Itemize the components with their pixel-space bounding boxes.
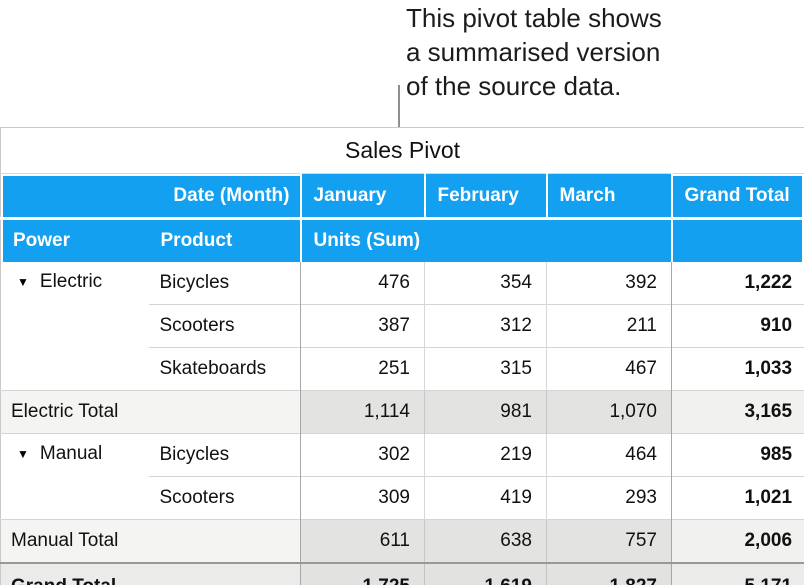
group-label-manual: Manual [39,443,103,464]
callout-annotation: This pivot table shows a summarised vers… [406,1,662,103]
grand-total-cell[interactable]: 1,033 [670,347,804,391]
subtotal-cell[interactable]: 611 [300,519,425,563]
table-row-manual-scooters: Scooters 309 419 293 1,021 [1,476,804,520]
table-row-grand-total: Grand Total 1,725 1,619 1,827 5,171 [0,562,804,585]
header-units-sum[interactable]: Units (Sum) [299,218,672,262]
callout-line-3: of the source data. [406,71,622,101]
header-january[interactable]: January [299,173,425,220]
subtotal-cell[interactable]: 638 [424,519,547,563]
subtotal-cell[interactable]: 1,070 [546,390,672,434]
value-cell[interactable]: 392 [546,262,672,305]
disclosure-triangle-icon[interactable]: ▼ [17,447,29,461]
pivot-table: Sales Pivot Date (Month) January Februar… [0,127,804,585]
value-cell[interactable]: 302 [300,433,425,477]
grand-total-value[interactable]: 1,725 [300,562,425,585]
value-cell[interactable]: 251 [300,347,425,391]
grand-total-row-label[interactable]: Grand Total [0,562,301,585]
value-cell[interactable]: 293 [546,476,672,520]
header-row-months: Date (Month) January February March Gran… [0,173,804,220]
grand-total-value[interactable]: 1,827 [546,562,672,585]
grand-total-cell[interactable]: 1,021 [670,476,804,520]
value-cell[interactable]: 467 [546,347,672,391]
product-cell[interactable]: Bicycles [148,262,301,305]
header-grand-total[interactable]: Grand Total [670,173,804,220]
value-cell[interactable]: 312 [424,304,547,348]
header-product[interactable]: Product [148,218,301,262]
subtotal-cell[interactable]: 981 [424,390,547,434]
value-cell[interactable]: 309 [300,476,425,520]
subtotal-cell[interactable]: 757 [546,519,672,563]
disclosure-triangle-icon[interactable]: ▼ [17,275,29,289]
value-cell[interactable]: 464 [546,433,672,477]
subtotal-label[interactable]: Electric Total [0,390,301,434]
header-march[interactable]: March [545,173,672,220]
product-cell[interactable]: Bicycles [148,433,301,477]
subtotal-grand-cell[interactable]: 2,006 [670,519,804,563]
grand-total-cell[interactable]: 1,222 [670,262,804,305]
value-cell[interactable]: 211 [546,304,672,348]
header-row-fields: Power Product Units (Sum) [0,218,804,262]
callout-connector-line [398,85,400,128]
table-row-electric-total: Electric Total 1,114 981 1,070 3,165 [0,390,804,434]
group-cell-manual[interactable]: ▼ Manual [0,433,149,520]
grand-total-cell[interactable]: 910 [670,304,804,348]
table-row-manual-bicycles: ▼ Manual Bicycles 302 219 464 985 [0,433,804,520]
table-row-electric-scooters: Scooters 387 312 211 910 [1,304,804,348]
header-date-month[interactable]: Date (Month) [0,173,301,220]
value-cell[interactable]: 476 [300,262,425,305]
value-cell[interactable]: 315 [424,347,547,391]
grand-total-cell[interactable]: 985 [670,433,804,477]
group-cell-electric[interactable]: ▼ Electric [0,262,149,391]
table-row-electric-skateboards: Skateboards 251 315 467 1,033 [1,347,804,391]
product-cell[interactable]: Scooters [148,476,301,520]
header-empty-cell[interactable] [670,218,804,262]
value-cell[interactable]: 354 [424,262,547,305]
table-title[interactable]: Sales Pivot [0,127,804,174]
header-february[interactable]: February [423,173,547,220]
product-cell[interactable]: Scooters [148,304,301,348]
value-cell[interactable]: 387 [300,304,425,348]
subtotal-cell[interactable]: 1,114 [300,390,425,434]
header-power[interactable]: Power [0,218,149,262]
subtotal-label[interactable]: Manual Total [0,519,301,563]
group-label-electric: Electric [39,271,103,292]
table-title-row: Sales Pivot [0,127,804,174]
product-cell[interactable]: Skateboards [148,347,301,391]
grand-total-grand-value[interactable]: 5,171 [670,562,804,585]
table-row-manual-total: Manual Total 611 638 757 2,006 [0,519,804,563]
callout-line-1: This pivot table shows [406,3,662,33]
callout-line-2: a summarised version [406,37,661,67]
table-row-electric-bicycles: ▼ Electric Bicycles 476 354 392 1,222 [0,262,804,391]
subtotal-grand-cell[interactable]: 3,165 [670,390,804,434]
grand-total-value[interactable]: 1,619 [424,562,547,585]
value-cell[interactable]: 419 [424,476,547,520]
value-cell[interactable]: 219 [424,433,547,477]
